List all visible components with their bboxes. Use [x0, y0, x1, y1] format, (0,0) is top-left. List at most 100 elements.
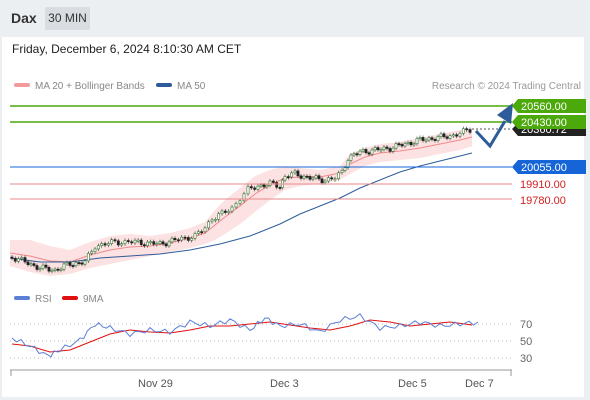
candle-body — [133, 239, 137, 244]
candle-body — [367, 152, 371, 155]
candle-body — [86, 253, 90, 262]
candle-body — [358, 150, 362, 155]
candle-body — [68, 262, 72, 266]
candle-body — [340, 170, 344, 174]
candle-body — [29, 263, 33, 266]
candle-body — [106, 243, 110, 246]
candle-body — [376, 147, 380, 151]
candle-body — [196, 231, 200, 234]
candle-body — [65, 262, 69, 265]
candle-body — [113, 239, 117, 242]
candle-body — [268, 180, 272, 186]
rsi-swatch — [14, 296, 30, 301]
candle-body — [262, 184, 266, 188]
candle-body — [445, 136, 449, 139]
forecast-path — [474, 120, 507, 149]
rsi-ma-legend-label: 9MA — [83, 294, 104, 305]
candle-body — [442, 133, 446, 138]
candle-body — [326, 177, 330, 182]
candle-body — [146, 241, 149, 247]
support-label-1: 19910.00 — [520, 179, 566, 191]
candle-body — [220, 210, 224, 215]
rsi-line — [11, 312, 479, 358]
candle-body — [421, 137, 425, 141]
resistance-tag-2 — [512, 115, 586, 129]
x-axis-label-dec5: Dec 5 — [398, 378, 427, 390]
timeframe-button[interactable]: 30 MIN — [45, 7, 90, 30]
candle-body — [451, 134, 455, 137]
candle-body — [415, 138, 419, 145]
rsi-axis-70: 70 — [520, 319, 532, 331]
candle-body — [77, 262, 81, 264]
candle-body — [468, 129, 472, 133]
bollinger-legend: MA 20 + Bollinger Bands — [14, 81, 145, 92]
candle-body — [155, 243, 159, 245]
candle-body — [142, 244, 146, 247]
candle-body — [80, 262, 84, 265]
candle-body — [120, 243, 124, 246]
candle-body — [311, 177, 315, 180]
candle-body — [275, 182, 279, 188]
candle-body — [59, 268, 63, 271]
pivot-tag — [512, 160, 586, 174]
candle-body — [13, 257, 17, 262]
candle-body — [361, 149, 365, 152]
candle-body — [20, 257, 24, 260]
ma50-swatch — [156, 83, 172, 88]
candle-body — [427, 137, 431, 141]
candle-body — [253, 187, 257, 190]
candle-body — [50, 269, 54, 272]
rsi-legend-label: RSI — [35, 294, 52, 305]
candle-body — [379, 149, 383, 152]
rsi-axis-30: 30 — [520, 353, 532, 365]
resistance-label-1: 20560.00 — [521, 101, 567, 113]
candle-body — [167, 241, 171, 247]
resistance-tag-1 — [512, 99, 586, 113]
candle-body — [96, 245, 100, 250]
candle-body — [90, 251, 94, 254]
candle-body — [217, 213, 221, 220]
candle-body — [290, 172, 294, 178]
rsi-ma-legend: 9MA — [62, 294, 104, 305]
candle-body — [249, 186, 253, 189]
candle-body — [26, 261, 30, 265]
candle-body — [397, 143, 401, 146]
candle-body — [308, 176, 312, 180]
candle-body — [103, 243, 107, 246]
candle-body — [256, 185, 260, 190]
x-axis-label-dec3: Dec 3 — [270, 378, 299, 390]
candle-body — [123, 240, 127, 245]
resistance-label-2: 20430.00 — [521, 117, 567, 129]
candle-body — [265, 185, 269, 188]
candle-body — [56, 268, 60, 271]
candle-body — [286, 176, 290, 179]
candle-body — [234, 203, 238, 208]
forecast-arrow-icon — [497, 103, 513, 124]
candle-body — [385, 146, 389, 149]
candle-body — [193, 233, 197, 239]
candle-body — [343, 167, 347, 171]
candle-body — [44, 264, 48, 268]
chart-timestamp: Friday, December 6, 2024 8:10:30 AM CET — [12, 42, 242, 56]
bollinger-legend-label: MA 20 + Bollinger Bands — [35, 81, 145, 92]
candle-body — [305, 175, 309, 178]
candle-body — [271, 180, 275, 183]
candle-body — [317, 175, 321, 180]
candle-body — [373, 147, 377, 151]
candle-body — [203, 227, 207, 233]
candle-body — [403, 143, 407, 147]
candle-body — [62, 263, 66, 270]
candle-body — [149, 241, 153, 244]
candle-body — [388, 148, 392, 152]
ma50-legend: MA 50 — [156, 81, 205, 92]
rsi-ma-line — [11, 319, 473, 353]
candle-body — [210, 219, 214, 223]
candle-body — [158, 241, 162, 244]
candle-body — [83, 260, 87, 265]
candle-body — [394, 143, 398, 149]
candle-body — [17, 258, 20, 262]
candle-body — [200, 231, 204, 234]
candle-body — [458, 133, 462, 137]
candle-body — [302, 175, 306, 179]
